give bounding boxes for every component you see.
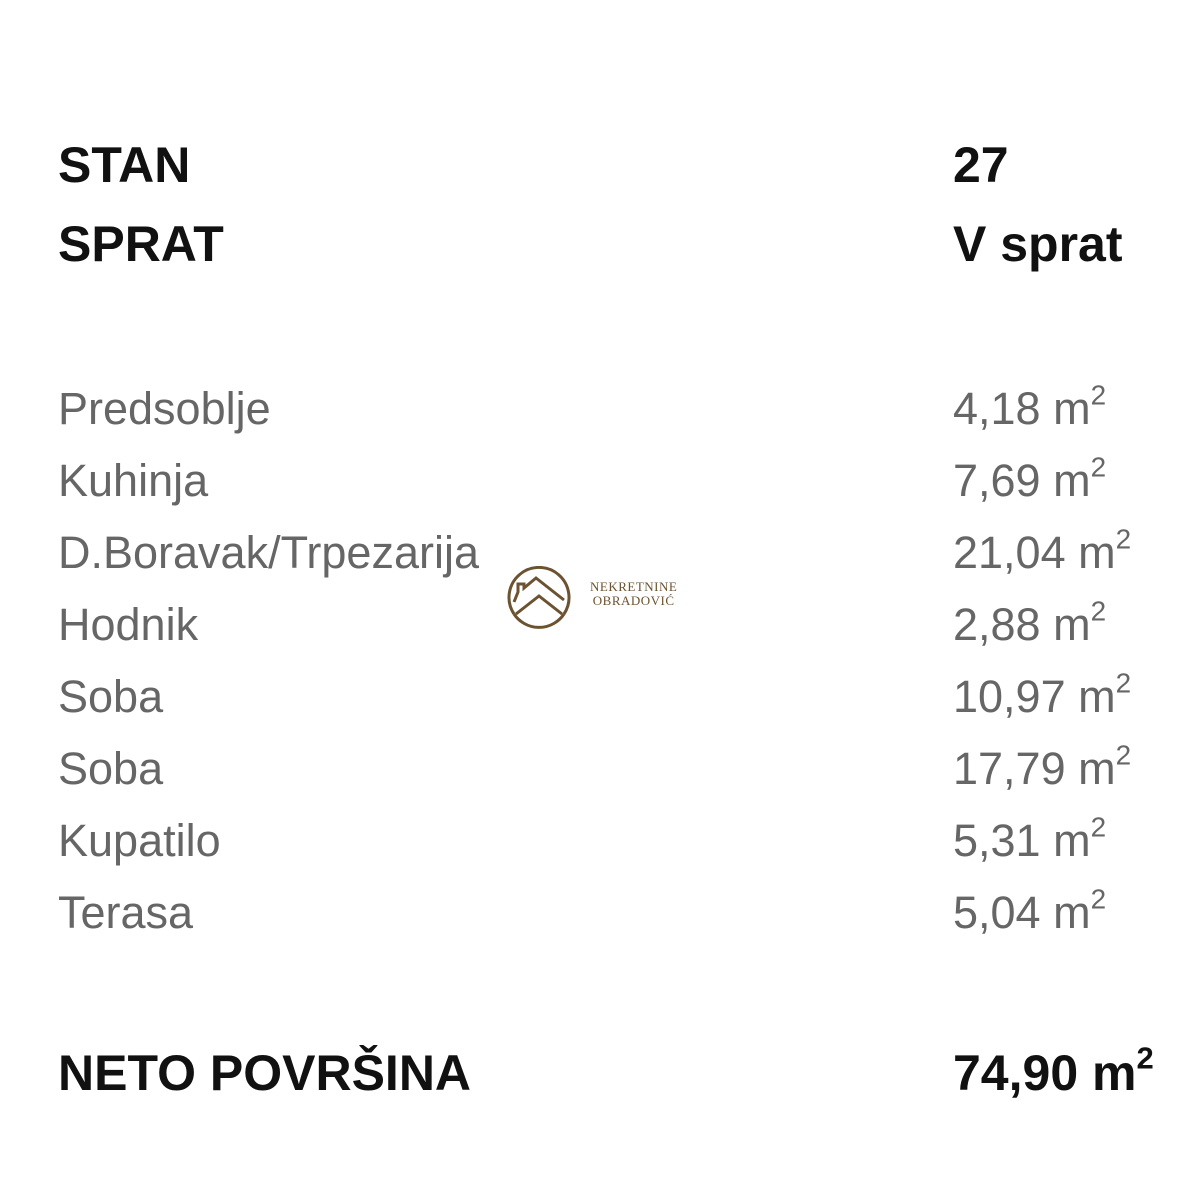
label: STAN: [58, 137, 191, 193]
room-row: Soba 17,79 m2: [58, 739, 1200, 815]
room-area: 7,69 m2: [953, 451, 1107, 506]
room-row: D.Boravak/Trpezarija 21,04 m2: [58, 523, 1200, 599]
room-area: 5,04 m2: [953, 883, 1107, 938]
room-label: D.Boravak/Trpezarija: [58, 527, 479, 578]
room-area: 2,88 m2: [953, 595, 1107, 650]
room-row: Predsoblje 4,18 m2: [58, 379, 1200, 455]
room-row: Kuhinja 7,69 m2: [58, 451, 1200, 527]
room-label: Kupatilo: [58, 815, 221, 866]
room-row: Kupatilo 5,31 m2: [58, 811, 1200, 887]
room-label: Hodnik: [58, 599, 199, 650]
label: SPRAT: [58, 216, 224, 272]
room-row: Soba 10,97 m2: [58, 667, 1200, 743]
house-logo-icon: [507, 565, 571, 629]
room-area: 4,18 m2: [953, 379, 1107, 434]
room-label: Kuhinja: [58, 455, 209, 506]
watermark-logo: NEKRETNINE OBRADOVIĆ: [506, 565, 686, 632]
room-row: Hodnik 2,88 m2: [58, 595, 1200, 671]
header-row-sprat: SPRAT V sprat: [58, 215, 1200, 287]
room-area: 10,97 m2: [953, 667, 1132, 722]
total-label: NETO POVRŠINA: [58, 1045, 472, 1101]
value: V sprat: [953, 216, 1123, 272]
room-area: 21,04 m2: [953, 523, 1132, 578]
room-row: Terasa 5,04 m2: [58, 883, 1200, 959]
watermark-line2: OBRADOVIĆ: [592, 593, 675, 608]
watermark-line1: NEKRETNINE: [590, 579, 678, 594]
room-area: 5,31 m2: [953, 811, 1107, 866]
room-label: Terasa: [58, 887, 194, 938]
room-label: Soba: [58, 743, 164, 794]
room-area: 17,79 m2: [953, 739, 1132, 794]
header-row-stan: STAN 27: [58, 136, 1200, 208]
total-value: 74,90 m2: [953, 1040, 1154, 1101]
room-label: Soba: [58, 671, 164, 722]
total-row: NETO POVRŠINA 74,90 m2: [58, 1040, 1200, 1116]
room-label: Predsoblje: [58, 383, 271, 434]
value: 27: [953, 137, 1009, 193]
